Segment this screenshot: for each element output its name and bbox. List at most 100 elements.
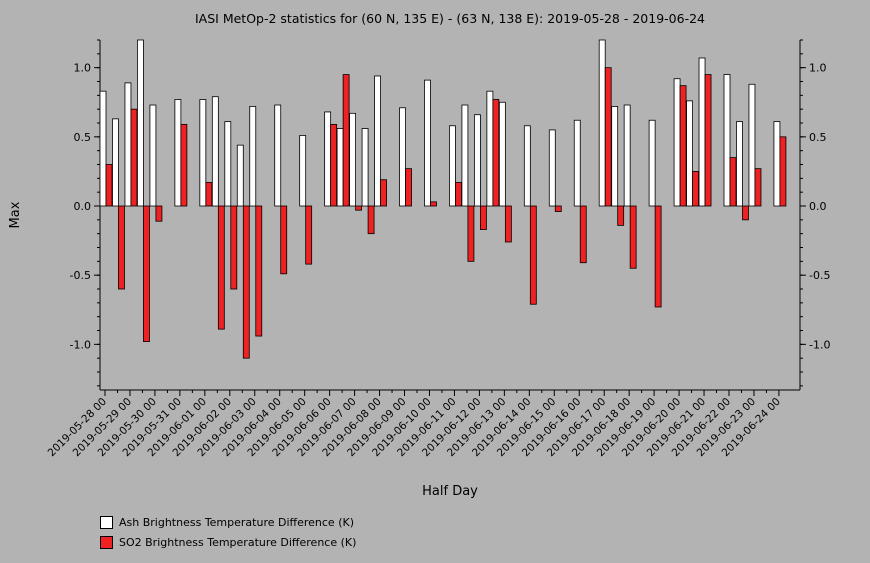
ash-bar — [473, 114, 481, 207]
ash-bar — [274, 104, 282, 207]
ash-bar — [349, 112, 357, 207]
so2-bar — [492, 99, 500, 207]
so2-bar — [230, 205, 238, 290]
ash-bar — [698, 57, 706, 207]
ash-bar — [149, 104, 157, 207]
legend-item-ash: Ash Brightness Temperature Difference (K… — [100, 512, 356, 532]
so2-bar — [554, 205, 562, 212]
ash-bar — [573, 119, 581, 207]
y-axis-label: Max — [8, 201, 23, 228]
so2-bar — [242, 205, 250, 359]
ash-bar — [611, 106, 619, 207]
ash-bar — [748, 83, 756, 207]
ash-bar — [498, 101, 506, 207]
y-tick-label: 0.0 — [74, 200, 92, 213]
ash-bar — [236, 144, 244, 207]
so2-bar — [529, 205, 537, 305]
so2-bar — [579, 205, 587, 264]
y-tick-label: -1.0 — [70, 338, 91, 351]
ash-bar — [399, 107, 406, 207]
ash-bar — [736, 121, 743, 207]
so2-bar — [455, 182, 462, 207]
ash-bar — [673, 78, 681, 207]
so2-bar — [629, 205, 637, 269]
so2-bar — [355, 205, 363, 211]
so2-bar — [405, 168, 412, 207]
so2-bar — [380, 179, 387, 207]
so2-bar — [617, 205, 625, 226]
so2-bar — [105, 164, 113, 207]
legend-swatch-ash — [100, 515, 113, 529]
ash-bar — [199, 99, 207, 207]
ash-bar — [137, 39, 144, 207]
ash-bar — [361, 128, 369, 207]
so2-bar — [467, 205, 475, 262]
ash-bar — [336, 128, 344, 207]
so2-bar — [367, 205, 375, 235]
so2-bar — [118, 205, 125, 290]
legend-item-so2: SO2 Brightness Temperature Difference (K… — [100, 532, 356, 552]
ash-bar — [723, 74, 731, 207]
so2-bar — [692, 171, 699, 207]
so2-bar — [180, 123, 188, 207]
ash-bar — [598, 39, 606, 207]
y-tick-label: 0.5 — [74, 131, 92, 144]
y-tick-label-right: -1.0 — [809, 338, 830, 351]
so2-bar — [255, 205, 263, 337]
so2-bar — [130, 108, 138, 207]
ash-bar — [174, 99, 182, 207]
ash-bar — [424, 79, 431, 207]
ash-bar — [449, 125, 456, 207]
legend-swatch-so2 — [100, 535, 113, 549]
legend-label-so2: SO2 Brightness Temperature Difference (K… — [119, 535, 357, 549]
so2-bar — [217, 205, 225, 330]
ash-bar — [211, 96, 219, 207]
so2-bar — [305, 205, 313, 265]
so2-bar — [155, 205, 163, 222]
legend-label-ash: Ash Brightness Temperature Difference (K… — [119, 515, 354, 529]
ash-bar — [299, 135, 307, 207]
ash-bar — [112, 118, 119, 207]
so2-bar — [330, 123, 338, 207]
so2-bar — [604, 67, 612, 207]
plot-area: -1.0 -1.0-0.5 -0.50.0 0.00.5 0.51.0 1.02019-0… — [46, 39, 830, 459]
ash-bar — [548, 129, 556, 207]
y-tick-label-right: -0.5 — [809, 269, 830, 282]
so2-bar — [280, 205, 288, 275]
so2-bar — [704, 74, 712, 207]
ash-bar — [461, 104, 469, 207]
so2-bar — [342, 74, 350, 207]
ash-bar — [648, 119, 656, 207]
legend: Ash Brightness Temperature Difference (K… — [100, 512, 356, 552]
so2-bar — [143, 205, 150, 342]
y-tick-label-right: 1.0 — [809, 62, 827, 75]
ash-bar — [99, 90, 107, 207]
ash-bar — [324, 111, 332, 207]
so2-bar — [205, 182, 213, 207]
ash-bar — [374, 75, 381, 207]
so2-bar — [679, 85, 687, 207]
so2-bar — [729, 157, 737, 207]
chart-title: IASI MetOp-2 statistics for (60 N, 135 E… — [195, 11, 705, 26]
so2-bar — [654, 205, 662, 308]
y-tick-label: 1.0 — [74, 62, 92, 75]
ash-bar — [686, 100, 693, 207]
ash-bar — [523, 125, 531, 207]
so2-bar — [779, 136, 787, 207]
ash-bar — [486, 90, 494, 207]
ash-bar — [249, 106, 257, 207]
ash-bar — [124, 82, 132, 207]
so2-bar — [742, 205, 749, 221]
ash-bar — [224, 121, 232, 207]
y-tick-label: -0.5 — [70, 269, 91, 282]
so2-bar — [504, 205, 512, 243]
ash-bar — [623, 104, 631, 207]
so2-bar — [479, 205, 487, 230]
y-tick-label-right: 0.0 — [809, 200, 827, 213]
so2-bar — [754, 168, 762, 207]
y-tick-label-right: 0.5 — [809, 131, 827, 144]
so2-bar — [430, 201, 437, 207]
ash-bar — [773, 121, 781, 207]
x-axis-label: Half Day — [422, 484, 478, 499]
